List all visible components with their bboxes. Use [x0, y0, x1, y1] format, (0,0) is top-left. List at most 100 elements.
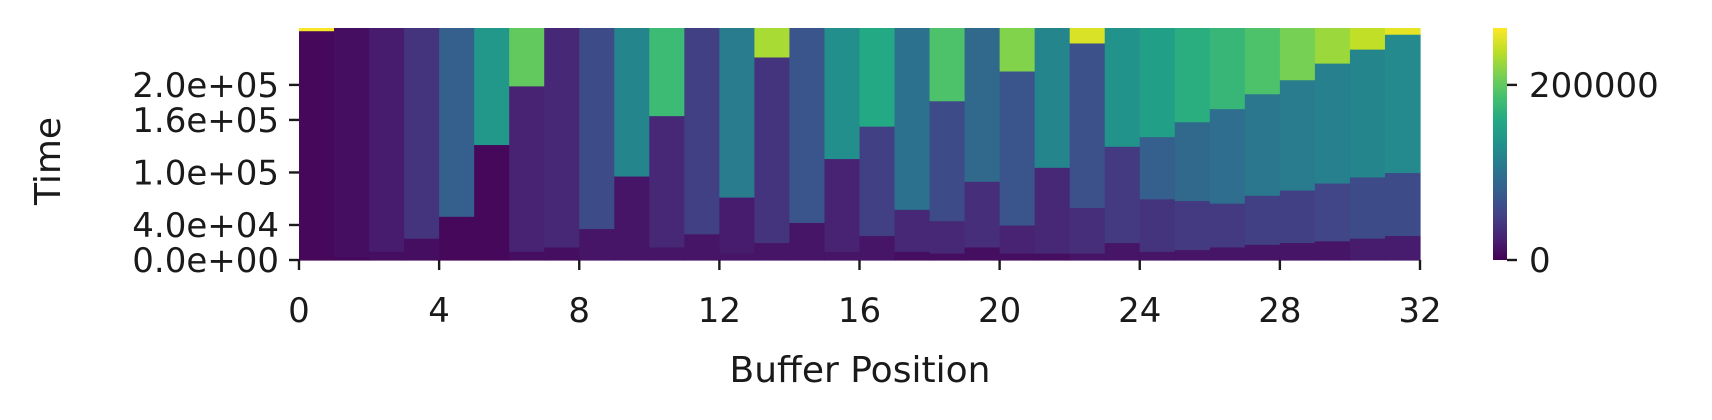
heatmap-cell	[1139, 136, 1176, 200]
x-axis-title: Buffer Position	[730, 350, 991, 391]
heatmap-cell	[684, 28, 720, 235]
x-tick-label: 4	[428, 291, 450, 331]
heatmap-cell	[334, 256, 370, 261]
heatmap-cell	[789, 222, 826, 261]
heatmap-cell	[1314, 63, 1351, 184]
heatmap-cell	[1174, 121, 1211, 202]
heatmap-cell	[1384, 172, 1421, 237]
heatmap-cell	[999, 70, 1036, 226]
heatmap-cell	[334, 28, 370, 258]
heatmap-cell	[509, 85, 545, 252]
heatmap-cell	[649, 28, 685, 117]
heatmap-cell	[719, 253, 756, 261]
heatmap-cell	[1209, 28, 1246, 110]
heatmap-cell	[649, 115, 685, 248]
heatmap-cell	[579, 228, 615, 261]
heatmap-cell	[474, 28, 510, 146]
heatmap-cell	[999, 253, 1036, 261]
heatmap-cell	[1104, 242, 1141, 261]
y-tick-label: 2.0e+05	[132, 66, 279, 106]
heatmap-cell	[299, 28, 335, 32]
heatmap-cell	[964, 181, 1001, 248]
heatmap-cell	[1034, 253, 1071, 261]
heatmap-cell	[999, 28, 1036, 72]
heatmap-cell	[1314, 28, 1351, 64]
x-tick-label: 24	[1118, 291, 1161, 331]
heatmap-cell	[894, 251, 931, 261]
heatmap-cell	[859, 235, 896, 261]
colorbar-tick-label: 0	[1529, 241, 1551, 281]
heatmap-cell	[1139, 251, 1176, 261]
heatmap-cell	[1349, 238, 1386, 261]
heatmap-cell	[1314, 240, 1351, 261]
heatmap-cell	[1069, 253, 1106, 261]
heatmap-cell	[1279, 79, 1316, 191]
heatmap-cell	[1349, 49, 1386, 178]
x-tick-label: 12	[698, 291, 741, 331]
heatmap-cell	[1209, 203, 1246, 248]
heatmap-cell	[579, 28, 615, 230]
y-tick-label: 1.6e+05	[132, 101, 279, 141]
colorbar-gradient	[1493, 28, 1507, 260]
heatmap-cell	[719, 28, 756, 198]
heatmap-cell	[1069, 28, 1106, 44]
heatmap-cell	[404, 28, 440, 239]
heatmap-cell	[1209, 108, 1246, 204]
heatmap-cell	[684, 233, 720, 261]
heatmap-cell	[1244, 195, 1281, 245]
heatmap-cell	[929, 220, 966, 254]
heatmap-cell	[1209, 246, 1246, 261]
heatmap-cell	[964, 246, 1001, 261]
x-tick-label: 0	[288, 291, 310, 331]
colorbar: 0 200000	[1493, 28, 1659, 281]
heatmap-cell	[1279, 242, 1316, 261]
heatmap-cell	[859, 28, 896, 127]
heatmap-cell	[614, 28, 650, 177]
y-tick-label: 4.0e+04	[132, 206, 279, 246]
heatmap-cell	[1069, 207, 1106, 254]
heatmap-cell	[1349, 176, 1386, 239]
heatmap-cell	[929, 28, 966, 102]
heatmap-cell	[1174, 28, 1211, 123]
heatmap-cell	[824, 251, 861, 261]
heatmap-cell	[299, 30, 335, 261]
heatmap-cell	[369, 28, 405, 252]
y-axis: 0.0e+004.0e+04 1.0e+05 1.6e+052.0e+05	[132, 66, 299, 281]
heatmap-cell	[929, 253, 966, 261]
heatmap-cell	[1034, 28, 1071, 168]
x-tick-label: 28	[1258, 291, 1301, 331]
x-axis: 0 4 8 12 16 20 24 28 32	[288, 260, 1442, 331]
heatmap-cell	[544, 246, 580, 261]
heatmap-cell	[964, 28, 1001, 182]
heatmap-cell	[754, 28, 791, 58]
heatmap-cell	[1034, 167, 1071, 254]
heatmap-cell	[649, 246, 685, 261]
heatmap-cell	[1279, 28, 1316, 81]
heatmap-cell	[929, 100, 966, 222]
heatmap-cell	[824, 158, 861, 252]
heatmap-cell	[614, 175, 650, 261]
y-tick-label: 0.0e+00	[132, 241, 279, 281]
heatmap-cell	[789, 28, 826, 223]
heatmap-cell	[1349, 28, 1386, 50]
heatmap-cell	[999, 224, 1036, 254]
heatmap-cell	[1139, 28, 1176, 138]
x-tick-label: 20	[978, 291, 1021, 331]
heatmap-cell	[1384, 28, 1421, 35]
heatmap-cell	[824, 28, 861, 160]
y-axis-title: Time	[28, 117, 69, 206]
heatmap-cell	[1104, 146, 1141, 244]
heatmap-cell	[1314, 182, 1351, 242]
heatmap-cell	[754, 56, 791, 244]
heatmap-cell	[1384, 235, 1421, 261]
x-tick-label: 32	[1398, 291, 1441, 331]
heatmap-cell	[1384, 34, 1421, 174]
heatmap-cell	[404, 238, 440, 261]
heatmap-cell	[1244, 28, 1281, 95]
heatmap-cell	[1244, 244, 1281, 261]
heatmap-cell	[509, 251, 545, 261]
heatmap-cell	[1069, 42, 1106, 209]
heatmap-cell	[369, 251, 405, 261]
heatmap-cell	[1244, 93, 1281, 196]
